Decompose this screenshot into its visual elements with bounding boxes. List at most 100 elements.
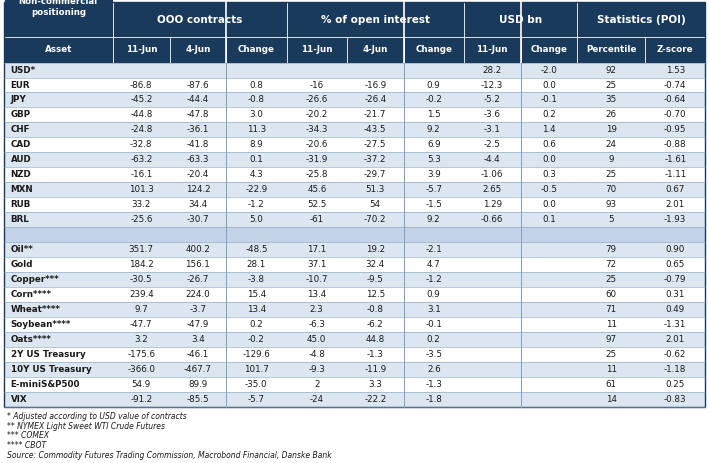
Text: -5.7: -5.7 <box>248 395 265 405</box>
Text: -0.83: -0.83 <box>664 395 686 405</box>
Text: -91.2: -91.2 <box>130 395 152 405</box>
Text: -16.9: -16.9 <box>364 81 386 89</box>
Text: -3.7: -3.7 <box>189 306 206 314</box>
Text: -16: -16 <box>310 81 324 89</box>
Text: 2Y US Treasury: 2Y US Treasury <box>11 350 85 359</box>
Text: 0.49: 0.49 <box>666 306 685 314</box>
Text: 0.1: 0.1 <box>250 156 263 164</box>
Text: -43.5: -43.5 <box>364 125 386 134</box>
Text: -25.6: -25.6 <box>130 215 152 225</box>
Text: 2: 2 <box>314 381 320 389</box>
Text: GBP: GBP <box>11 111 30 119</box>
Text: -27.5: -27.5 <box>364 140 386 150</box>
Text: Change: Change <box>530 45 567 54</box>
Text: -0.64: -0.64 <box>664 95 686 105</box>
Text: -11.9: -11.9 <box>364 365 386 375</box>
Text: 44.8: 44.8 <box>366 336 385 344</box>
Text: -24: -24 <box>310 395 324 405</box>
Text: -1.2: -1.2 <box>425 275 442 284</box>
Text: CHF: CHF <box>11 125 30 134</box>
Bar <box>577 37 645 63</box>
Text: -2.5: -2.5 <box>484 140 501 150</box>
Text: 8.9: 8.9 <box>250 140 263 150</box>
Text: 2.01: 2.01 <box>666 200 685 209</box>
Text: 2.6: 2.6 <box>427 365 440 375</box>
Text: 79: 79 <box>605 245 617 255</box>
Text: 0.6: 0.6 <box>542 140 556 150</box>
Text: -87.6: -87.6 <box>186 81 209 89</box>
Text: -1.5: -1.5 <box>425 200 442 209</box>
Text: -4.8: -4.8 <box>308 350 325 359</box>
Text: 37.1: 37.1 <box>307 261 326 269</box>
Text: -30.7: -30.7 <box>186 215 209 225</box>
Text: 25: 25 <box>605 81 617 89</box>
Bar <box>645 37 705 63</box>
Bar <box>347 37 403 63</box>
Text: -0.2: -0.2 <box>248 336 265 344</box>
Bar <box>520 37 577 63</box>
Text: 25: 25 <box>605 170 617 180</box>
Text: -9.5: -9.5 <box>367 275 384 284</box>
Text: CAD: CAD <box>11 140 31 150</box>
Text: -2.0: -2.0 <box>540 65 557 75</box>
Text: 72: 72 <box>605 261 617 269</box>
Text: 9.2: 9.2 <box>427 215 440 225</box>
Text: -5.7: -5.7 <box>425 186 442 194</box>
Text: -0.1: -0.1 <box>540 95 557 105</box>
Text: -30.5: -30.5 <box>130 275 152 284</box>
Text: -0.88: -0.88 <box>664 140 686 150</box>
Text: 19.2: 19.2 <box>366 245 385 255</box>
Text: -1.93: -1.93 <box>664 215 686 225</box>
Text: 52.5: 52.5 <box>307 200 326 209</box>
Text: 0.67: 0.67 <box>666 186 685 194</box>
Bar <box>4 272 705 288</box>
Text: Gold: Gold <box>11 261 33 269</box>
Bar <box>4 332 705 347</box>
Text: 11.3: 11.3 <box>247 125 266 134</box>
Bar <box>4 2 705 407</box>
Text: -47.8: -47.8 <box>186 111 209 119</box>
Text: 9.2: 9.2 <box>427 125 440 134</box>
Text: Source: Commodity Futures Trading Commission, Macrobond Financial, Danske Bank: Source: Commodity Futures Trading Commis… <box>7 451 332 460</box>
Text: 5: 5 <box>608 215 614 225</box>
Text: 9: 9 <box>608 156 614 164</box>
Text: 4-Jun: 4-Jun <box>362 45 388 54</box>
Text: 0.0: 0.0 <box>542 156 556 164</box>
Text: Asset: Asset <box>45 45 72 54</box>
Bar <box>4 363 705 377</box>
Text: 0.25: 0.25 <box>666 381 685 389</box>
Text: 24: 24 <box>605 140 617 150</box>
Text: 28.2: 28.2 <box>483 65 502 75</box>
Text: -32.8: -32.8 <box>130 140 152 150</box>
Text: BRL: BRL <box>11 215 30 225</box>
Text: -48.5: -48.5 <box>245 245 267 255</box>
Text: -0.70: -0.70 <box>664 111 686 119</box>
Text: -25.8: -25.8 <box>306 170 328 180</box>
Text: 28.1: 28.1 <box>247 261 266 269</box>
Text: 11-Jun: 11-Jun <box>301 45 333 54</box>
Text: 13.4: 13.4 <box>307 290 326 300</box>
Text: 0.65: 0.65 <box>666 261 685 269</box>
Text: 0.8: 0.8 <box>250 81 263 89</box>
Text: -63.3: -63.3 <box>186 156 209 164</box>
Text: 0.2: 0.2 <box>427 336 440 344</box>
Text: -26.6: -26.6 <box>306 95 328 105</box>
Text: -0.5: -0.5 <box>540 186 557 194</box>
Text: -129.6: -129.6 <box>242 350 270 359</box>
Text: -20.4: -20.4 <box>186 170 209 180</box>
Text: 4.3: 4.3 <box>250 170 263 180</box>
Text: -2.1: -2.1 <box>425 245 442 255</box>
Text: -12.3: -12.3 <box>481 81 503 89</box>
Text: 400.2: 400.2 <box>186 245 211 255</box>
Bar <box>464 37 520 63</box>
Text: 124.2: 124.2 <box>186 186 210 194</box>
Text: -0.74: -0.74 <box>664 81 686 89</box>
Text: -3.6: -3.6 <box>484 111 501 119</box>
Bar <box>464 2 577 37</box>
Bar <box>577 2 705 37</box>
Text: -1.3: -1.3 <box>425 381 442 389</box>
Text: Copper***: Copper*** <box>11 275 60 284</box>
Text: 0.1: 0.1 <box>542 215 556 225</box>
Bar <box>4 302 705 318</box>
Text: 14: 14 <box>605 395 617 405</box>
